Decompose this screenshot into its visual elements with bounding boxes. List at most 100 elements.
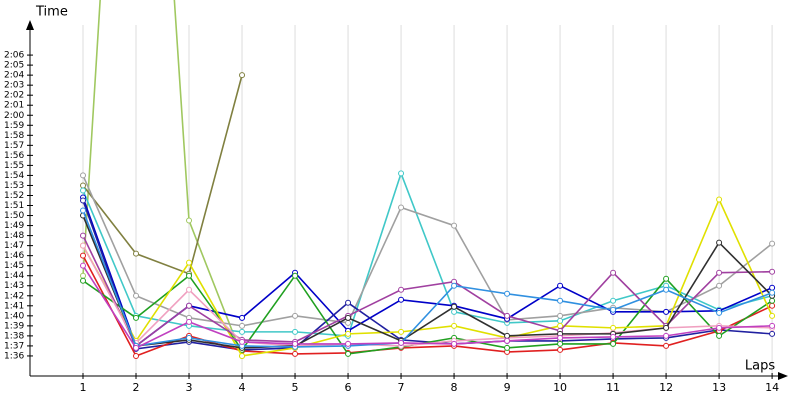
series-line — [82, 74, 243, 275]
point — [663, 324, 670, 331]
point — [133, 344, 140, 351]
x-axis-arrow — [778, 372, 788, 380]
point — [769, 302, 776, 309]
point — [239, 328, 246, 335]
point — [398, 339, 405, 346]
y-tick-label: 1:51 — [4, 201, 24, 211]
point — [398, 286, 405, 293]
point — [504, 332, 511, 339]
point — [451, 222, 458, 229]
point — [292, 350, 299, 357]
point — [80, 172, 87, 179]
y-tick-label: 1:59 — [4, 121, 24, 131]
point — [345, 340, 352, 347]
point — [769, 284, 776, 291]
point — [186, 318, 193, 325]
series-line — [82, 197, 773, 348]
y-tick-label: 2:05 — [4, 61, 24, 71]
point — [80, 182, 87, 189]
y-tick-label: 2:02 — [4, 91, 24, 101]
point — [769, 330, 776, 337]
y-axis-label: Time — [35, 5, 68, 20]
y-tick-label: 2:04 — [4, 71, 24, 81]
y-tick-label: 1:57 — [4, 141, 24, 151]
y-tick-label: 1:52 — [4, 191, 24, 201]
x-tick-label: 5 — [292, 381, 299, 394]
point — [504, 290, 511, 297]
y-tick-label: 1:56 — [4, 151, 24, 161]
point — [663, 275, 670, 282]
point — [451, 322, 458, 329]
point — [239, 352, 246, 359]
point — [716, 282, 723, 289]
x-tick-label: 1 — [80, 381, 87, 394]
y-tick-label: 1:39 — [4, 321, 24, 331]
x-tick-label: 2 — [133, 381, 140, 394]
x-tick-label: 8 — [451, 381, 458, 394]
y-tick-label: 1:50 — [4, 211, 24, 221]
point — [292, 340, 299, 347]
x-tick-label: 4 — [239, 381, 246, 394]
point — [716, 239, 723, 246]
point — [345, 319, 352, 326]
point — [398, 296, 405, 303]
y-tick-label: 2:00 — [4, 111, 24, 121]
y-tick-label: 1:46 — [4, 251, 24, 261]
point — [186, 217, 193, 224]
point — [663, 342, 670, 349]
point — [133, 314, 140, 321]
point — [80, 187, 87, 194]
point — [398, 328, 405, 335]
y-tick-label: 1:40 — [4, 311, 24, 321]
point — [769, 268, 776, 275]
point — [186, 302, 193, 309]
point — [663, 332, 670, 339]
series-line — [82, 210, 773, 348]
point — [610, 306, 617, 313]
y-tick-label: 1:49 — [4, 221, 24, 231]
point — [769, 322, 776, 329]
x-tick-label: 13 — [712, 381, 726, 394]
y-tick-label: 1:48 — [4, 231, 24, 241]
point — [239, 314, 246, 321]
point — [663, 308, 670, 315]
y-tick-label: 1:55 — [4, 161, 24, 171]
point — [398, 204, 405, 211]
point — [716, 269, 723, 276]
series-line — [82, 215, 773, 349]
series-line — [82, 255, 773, 357]
x-tick-label: 7 — [398, 381, 405, 394]
point — [504, 337, 511, 344]
x-tick-label: 12 — [659, 381, 673, 394]
point — [557, 282, 564, 289]
point — [769, 240, 776, 247]
y-tick-label: 1:42 — [4, 291, 24, 301]
point — [451, 282, 458, 289]
point — [610, 324, 617, 331]
point — [292, 328, 299, 335]
point — [557, 346, 564, 353]
point — [557, 317, 564, 324]
point — [451, 308, 458, 315]
point — [716, 332, 723, 339]
y-tick-label: 2:01 — [4, 101, 24, 111]
point — [610, 333, 617, 340]
series-line — [82, 235, 773, 348]
point — [80, 262, 87, 269]
point — [345, 299, 352, 306]
point — [610, 269, 617, 276]
y-tick-label: 1:54 — [4, 171, 24, 181]
series-line — [82, 265, 773, 349]
y-tick-label: 1:41 — [4, 301, 24, 311]
point — [504, 344, 511, 351]
y-tick-label: 2:06 — [4, 51, 24, 61]
point — [80, 242, 87, 249]
point — [186, 272, 193, 279]
series-line — [82, 0, 243, 357]
point — [769, 289, 776, 296]
point — [133, 352, 140, 359]
point — [663, 286, 670, 293]
series-line — [82, 274, 773, 355]
point — [769, 297, 776, 304]
